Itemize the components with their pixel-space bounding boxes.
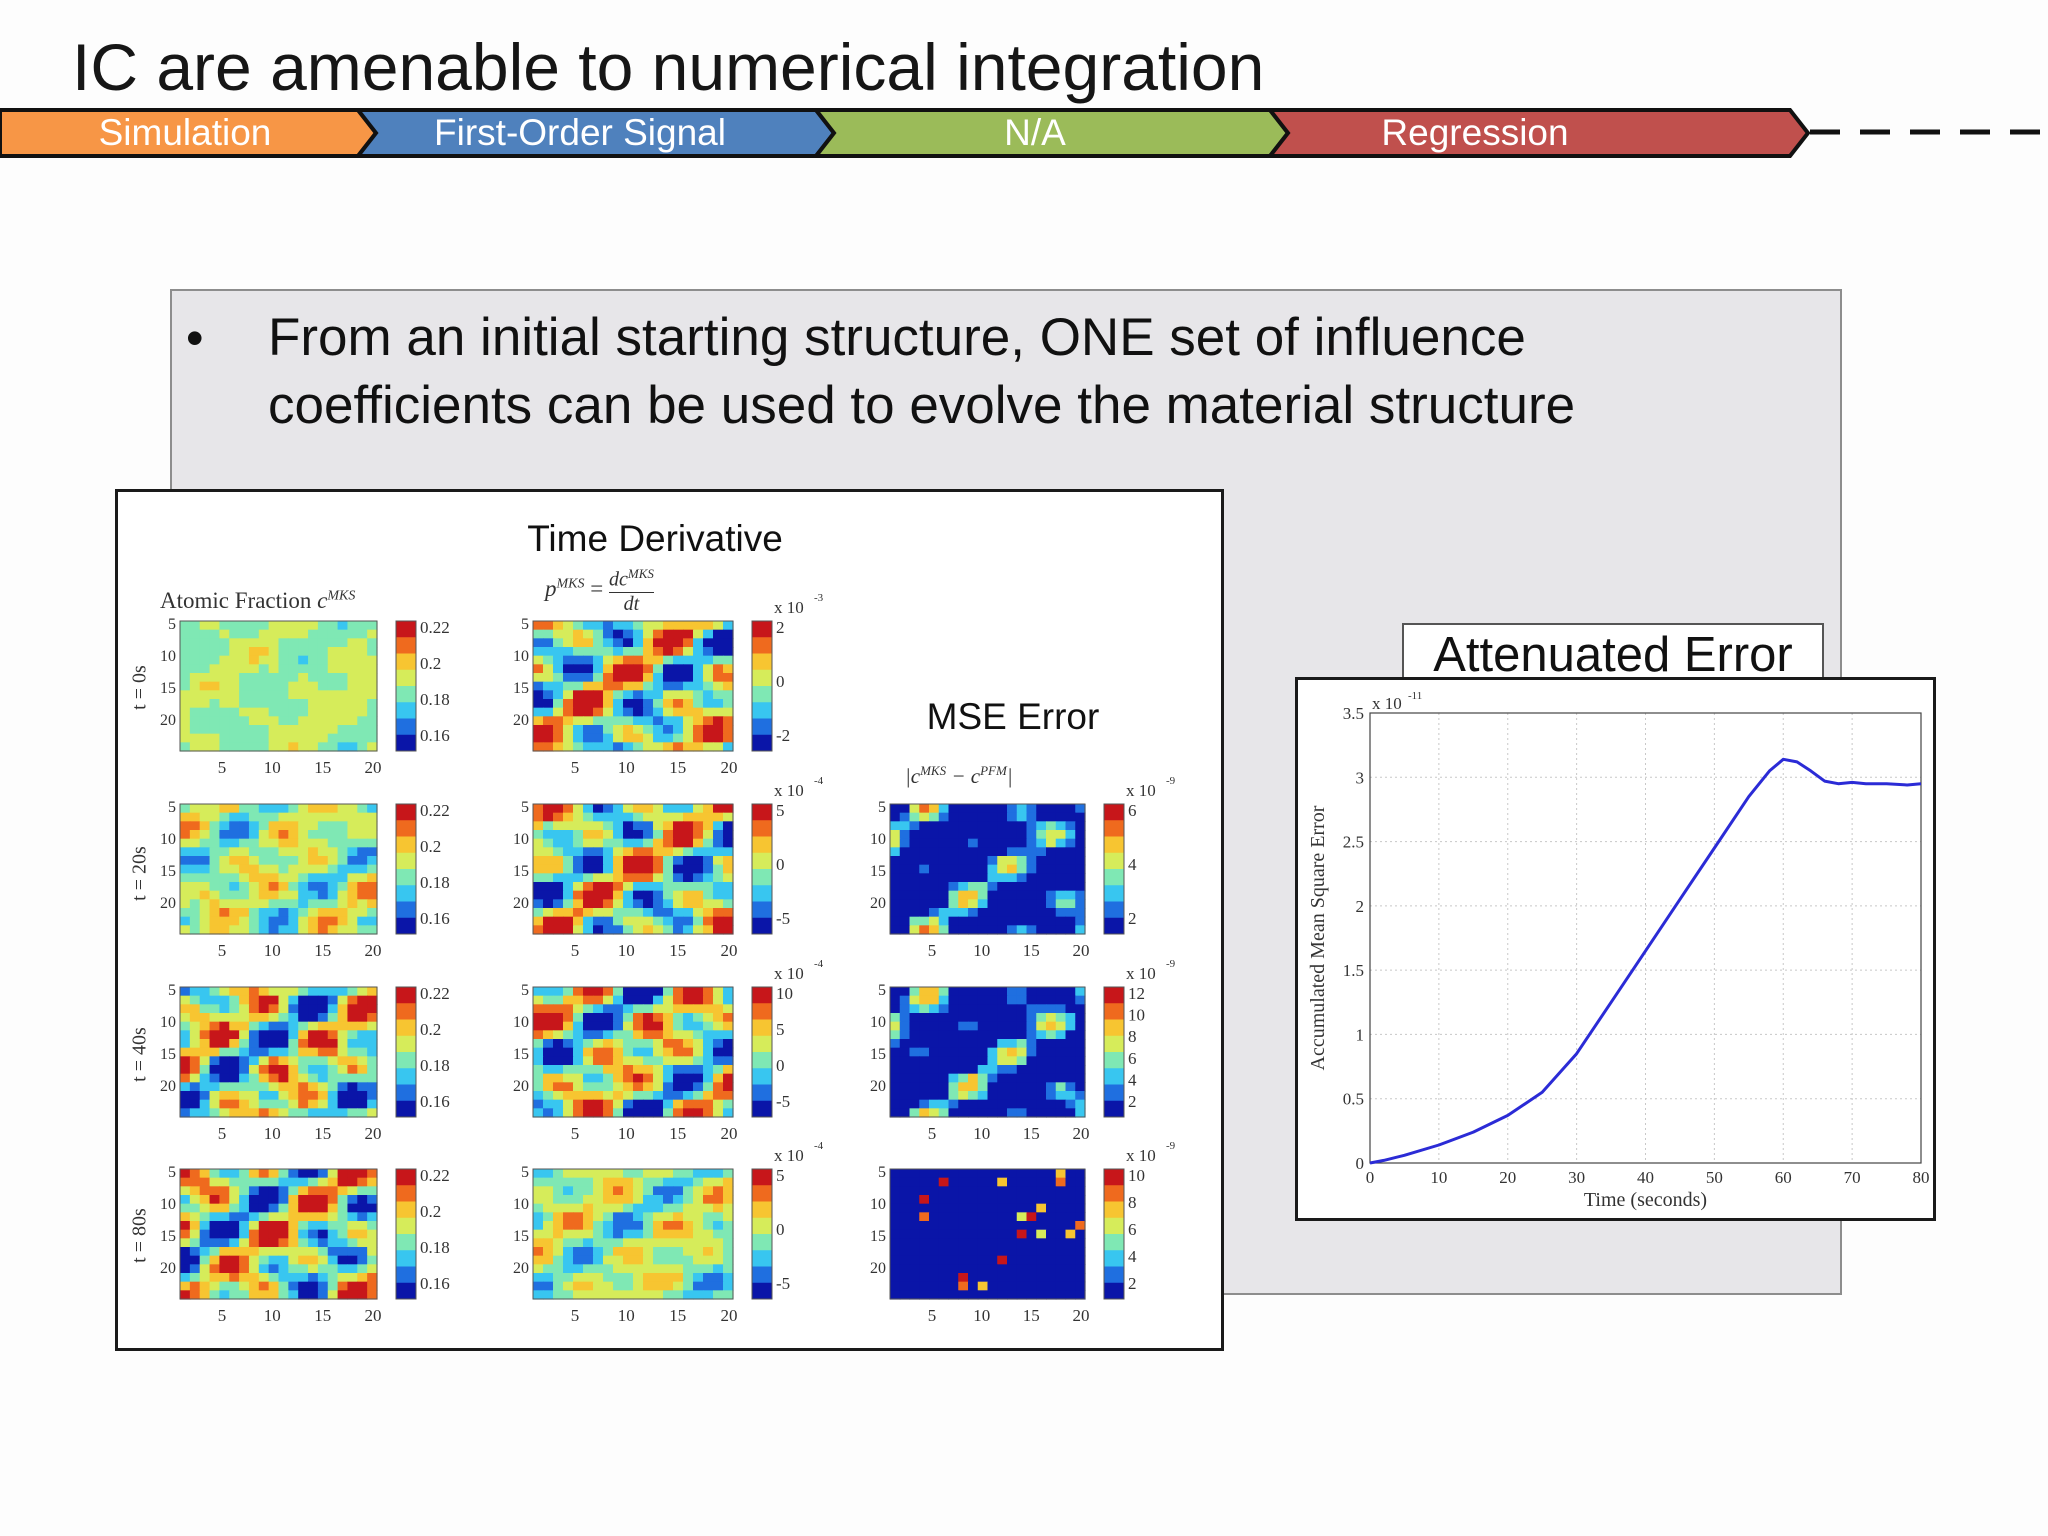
x-tick-label: 20 (1499, 1168, 1516, 1187)
y-axis-label: Accumulated Mean Square Error (1307, 805, 1329, 1070)
ribbon-stage-simulation: Simulation (98, 112, 272, 153)
x-tick-label: 0 (1366, 1168, 1375, 1187)
x-tick-label: 10 (1430, 1168, 1447, 1187)
mse-heading: |cMKS − cPFM| (905, 763, 1013, 788)
x-tick-label: 60 (1775, 1168, 1792, 1187)
derivative-heading: pMKS = dcMKS dt (545, 566, 654, 615)
chart-plot-area (1369, 712, 1922, 1164)
ribbon-stage-regression: Regression (1381, 112, 1569, 153)
attenuated-error-chart: 0 10 20 30 40 50 60 70 80 0 0.5 1 1.5 2 2.5 3 3.5 Time (s… (1295, 677, 1936, 1221)
time-derivative-caption: Time Derivative (527, 518, 783, 559)
row-label-t20: t = 20s (128, 846, 151, 901)
slide-title: IC are amenable to numerical integration (72, 30, 1265, 104)
row-label-t40: t = 40s (128, 1027, 151, 1082)
y-tick-label: 1 (1356, 1025, 1365, 1044)
attenuated-error-plot: 0 10 20 30 40 50 60 70 80 0 0.5 1 1.5 2 2.5 3 3.5 Time (s… (1307, 690, 1930, 1211)
process-ribbon: Simulation First-Order Signal N/A Regres… (0, 106, 2048, 160)
y-tick-label: 0.5 (1343, 1090, 1364, 1109)
chart-grid (1369, 712, 1922, 1164)
bullet-marker: • (186, 310, 204, 366)
attenuated-error-title: Attenuated Error (1433, 628, 1793, 682)
evolution-figure (115, 489, 1224, 1351)
y-multiplier: x 10 (1372, 694, 1402, 713)
error-series-line (1369, 757, 1922, 1165)
y-tick-label: 3 (1356, 768, 1365, 787)
x-axis-label: Time (seconds) (1584, 1189, 1707, 1211)
x-tick-label: 40 (1637, 1168, 1654, 1187)
y-multiplier-exponent: -11 (1408, 690, 1422, 702)
row-label-t80: t = 80s (128, 1208, 151, 1263)
ribbon-stage-first-order-signal: First-Order Signal (434, 112, 726, 153)
x-tick-label: 30 (1568, 1168, 1585, 1187)
mse-error-caption: MSE Error (926, 696, 1100, 737)
y-tick-label: 2 (1356, 897, 1365, 916)
atomic-fraction-heading: Atomic Fraction cMKS (160, 588, 356, 613)
ribbon-chevron-regression (1265, 108, 1811, 158)
y-tick-label: 3.5 (1343, 704, 1364, 723)
y-tick-label: 0 (1356, 1154, 1365, 1173)
y-tick-label: 1.5 (1343, 961, 1364, 980)
x-tick-label: 70 (1844, 1168, 1861, 1187)
row-label-t0: t = 0s (128, 665, 151, 710)
attenuated-error-title-box (1402, 623, 1824, 683)
bullet-text: From an initial starting structure, ONE … (268, 308, 1576, 435)
x-tick-label: 50 (1706, 1168, 1723, 1187)
x-tick-label: 80 (1913, 1168, 1930, 1187)
y-tick-label: 2.5 (1343, 833, 1364, 852)
ribbon-stage-na: N/A (1004, 112, 1066, 153)
